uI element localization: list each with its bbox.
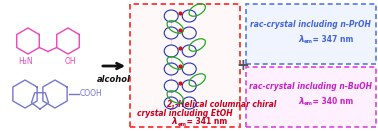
Text: λ: λ	[298, 97, 304, 107]
Text: 2: 2	[167, 100, 172, 109]
Text: -Helical columnar chiral: -Helical columnar chiral	[175, 100, 277, 109]
Text: = 347 nm: = 347 nm	[310, 35, 353, 44]
Text: crystal including EtOH: crystal including EtOH	[138, 109, 233, 118]
Text: λ: λ	[298, 35, 304, 44]
Text: rac-crystal including n-BuOH: rac-crystal including n-BuOH	[249, 82, 372, 91]
Text: em: em	[178, 122, 187, 127]
Text: = 341 nm: = 341 nm	[184, 117, 228, 126]
Text: em: em	[304, 39, 313, 44]
Text: H₂N: H₂N	[19, 58, 33, 67]
Text: rac-crystal including n-PrOH: rac-crystal including n-PrOH	[251, 20, 371, 29]
Bar	[246, 67, 376, 127]
Text: 1: 1	[171, 105, 175, 110]
Text: em: em	[304, 101, 313, 107]
Text: λ: λ	[171, 117, 177, 126]
Bar	[246, 4, 376, 64]
Bar	[130, 4, 240, 127]
Text: alcohol: alcohol	[97, 75, 131, 84]
Text: COOH: COOH	[80, 89, 103, 99]
Text: +: +	[237, 58, 249, 73]
Text: = 340 nm: = 340 nm	[310, 97, 353, 107]
Text: OH: OH	[64, 58, 76, 67]
